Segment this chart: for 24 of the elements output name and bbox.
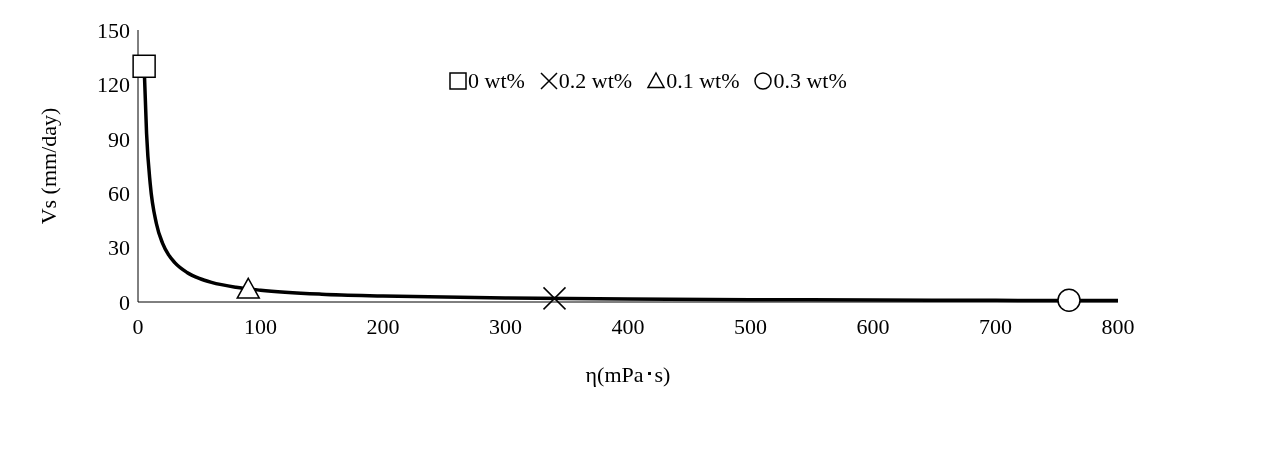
legend-label: 0.3 wt% — [773, 68, 847, 94]
y-tick-label: 0 — [119, 289, 130, 315]
x-tick-label: 300 — [489, 313, 522, 339]
point — [236, 277, 260, 299]
y-tick-label: 90 — [108, 126, 130, 152]
legend-label: 0.2 wt% — [558, 68, 633, 94]
x-tick-label: 800 — [1101, 313, 1135, 339]
legend-label: 0.1 wt% — [666, 68, 740, 94]
y-tick-label: 150 — [97, 17, 130, 43]
y-tick-label: 60 — [108, 181, 130, 207]
x-tick-label: 200 — [366, 313, 400, 339]
y-tick-label: 30 — [108, 235, 130, 261]
point — [542, 286, 567, 311]
x-tick-label: 100 — [244, 313, 277, 339]
y-axis-title: Vs (mm/day) — [35, 107, 61, 225]
x-tick-label: 500 — [734, 313, 767, 339]
x-tick-label: 700 — [979, 313, 1012, 339]
x-tick-label: 600 — [856, 313, 890, 339]
point — [1057, 288, 1081, 312]
x-axis-title: η(mPa･s) — [585, 362, 671, 387]
legend-label: 0 wt% — [468, 68, 525, 94]
y-tick-label: 120 — [97, 72, 130, 98]
x-tick-label: 400 — [611, 313, 645, 339]
point — [132, 54, 156, 79]
